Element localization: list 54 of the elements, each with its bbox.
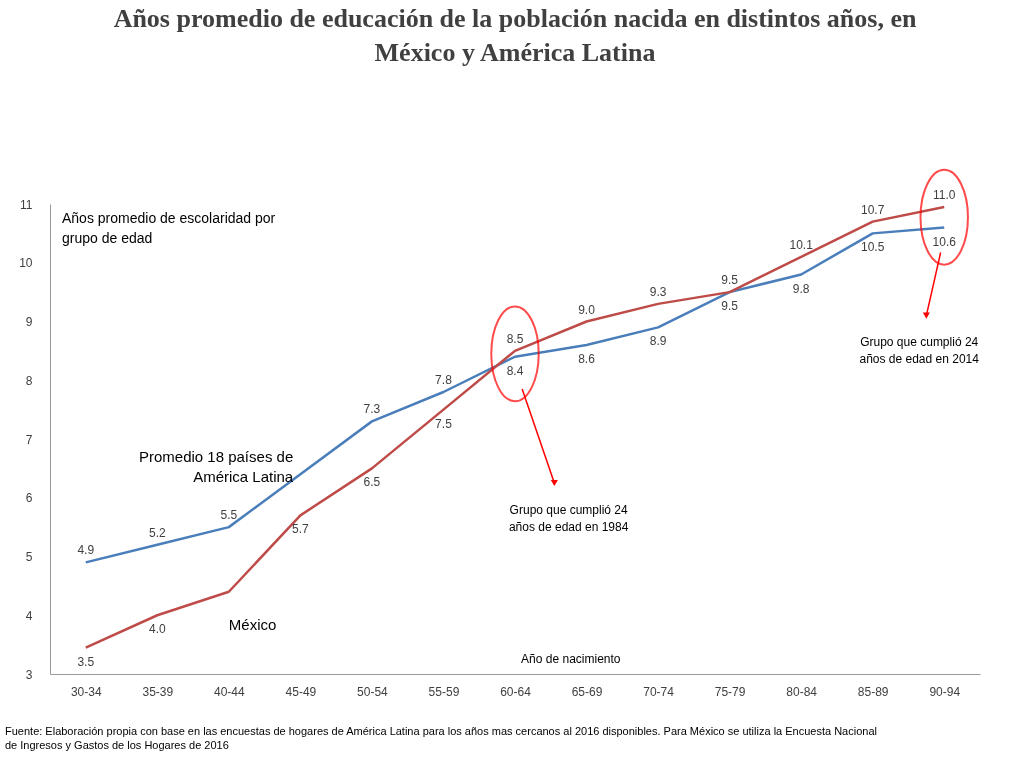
x-tick-label: 50-54 — [357, 684, 389, 699]
data-label: 10.6 — [932, 234, 957, 249]
data-label: 4.0 — [148, 622, 166, 637]
y-tick-label: 6 — [25, 491, 33, 506]
series-label: México — [228, 616, 277, 634]
data-label: 10.5 — [861, 240, 885, 255]
y-tick-label: 3 — [25, 667, 33, 682]
data-label: 6.5 — [363, 475, 381, 490]
annotation: Grupo que cumplió 24 años de edad en 2014 — [859, 335, 980, 367]
data-label: 8.6 — [578, 352, 596, 366]
series-label: Promedio 18 países de América Latina — [138, 448, 294, 486]
data-label: 5.5 — [220, 508, 238, 523]
data-label: 11.0 — [933, 187, 956, 202]
x-tick-label: 45-49 — [285, 684, 317, 699]
x-tick-label: 85-89 — [857, 684, 889, 699]
x-tick-label: 35-39 — [142, 684, 174, 699]
data-label: 9.5 — [721, 299, 739, 314]
x-tick-label: 70-74 — [643, 684, 675, 699]
x-tick-label: 60-64 — [500, 684, 532, 699]
data-label: 9.5 — [721, 273, 739, 288]
source-note: Fuente: Elaboración propia con base en las encuestas de hogares de América Latina para los años mas cercanos al 2016 disponibles. Para México se utiliza la Encuesta Nacional de Ingresos y Gastos de los Hogares de 2016 — [5, 725, 877, 751]
x-axis-title: Año de nacimiento — [521, 652, 621, 666]
y-tick-label: 4 — [25, 608, 33, 623]
x-tick-label: 80-84 — [786, 684, 818, 699]
data-label: 10.7 — [861, 202, 885, 217]
data-label: 7.5 — [435, 416, 453, 431]
data-label: 4.9 — [77, 543, 95, 558]
y-tick-label: 5 — [25, 550, 33, 564]
data-label: 3.5 — [77, 654, 95, 669]
data-label: 8.5 — [506, 331, 524, 346]
data-label: 10.1 — [789, 237, 814, 252]
y-tick-label: 10 — [19, 256, 33, 271]
x-tick-label: 65-69 — [571, 684, 603, 699]
data-label: 9.8 — [792, 281, 810, 296]
x-tick-label: 55-59 — [428, 684, 460, 699]
x-tick-label: 30-34 — [70, 684, 102, 699]
y-axis-title: Años promedio de escolaridad por grupo de edad — [62, 210, 276, 246]
y-tick-label: 9 — [25, 315, 33, 329]
x-tick-label: 75-79 — [714, 684, 746, 699]
annotation: Grupo que cumplió 24 años de edad en 1984 — [508, 502, 629, 534]
y-tick-label: 7 — [25, 432, 33, 447]
data-label: 9.0 — [578, 302, 596, 317]
data-label: 8.9 — [649, 334, 667, 349]
data-label: 7.3 — [363, 402, 381, 417]
x-tick-label: 40-44 — [213, 684, 246, 699]
data-label: 8.4 — [506, 363, 524, 378]
data-label: 7.8 — [435, 373, 453, 387]
data-label: 9.3 — [649, 284, 667, 299]
data-label: 5.7 — [292, 522, 310, 537]
data-label: 5.2 — [148, 525, 166, 540]
chart-title: Años promedio de educación de la población nacida en distintos años, en México y América Latina — [113, 3, 917, 67]
y-tick-label: 11 — [20, 197, 33, 212]
x-tick-label: 90-94 — [929, 684, 961, 699]
y-tick-label: 8 — [25, 373, 33, 388]
